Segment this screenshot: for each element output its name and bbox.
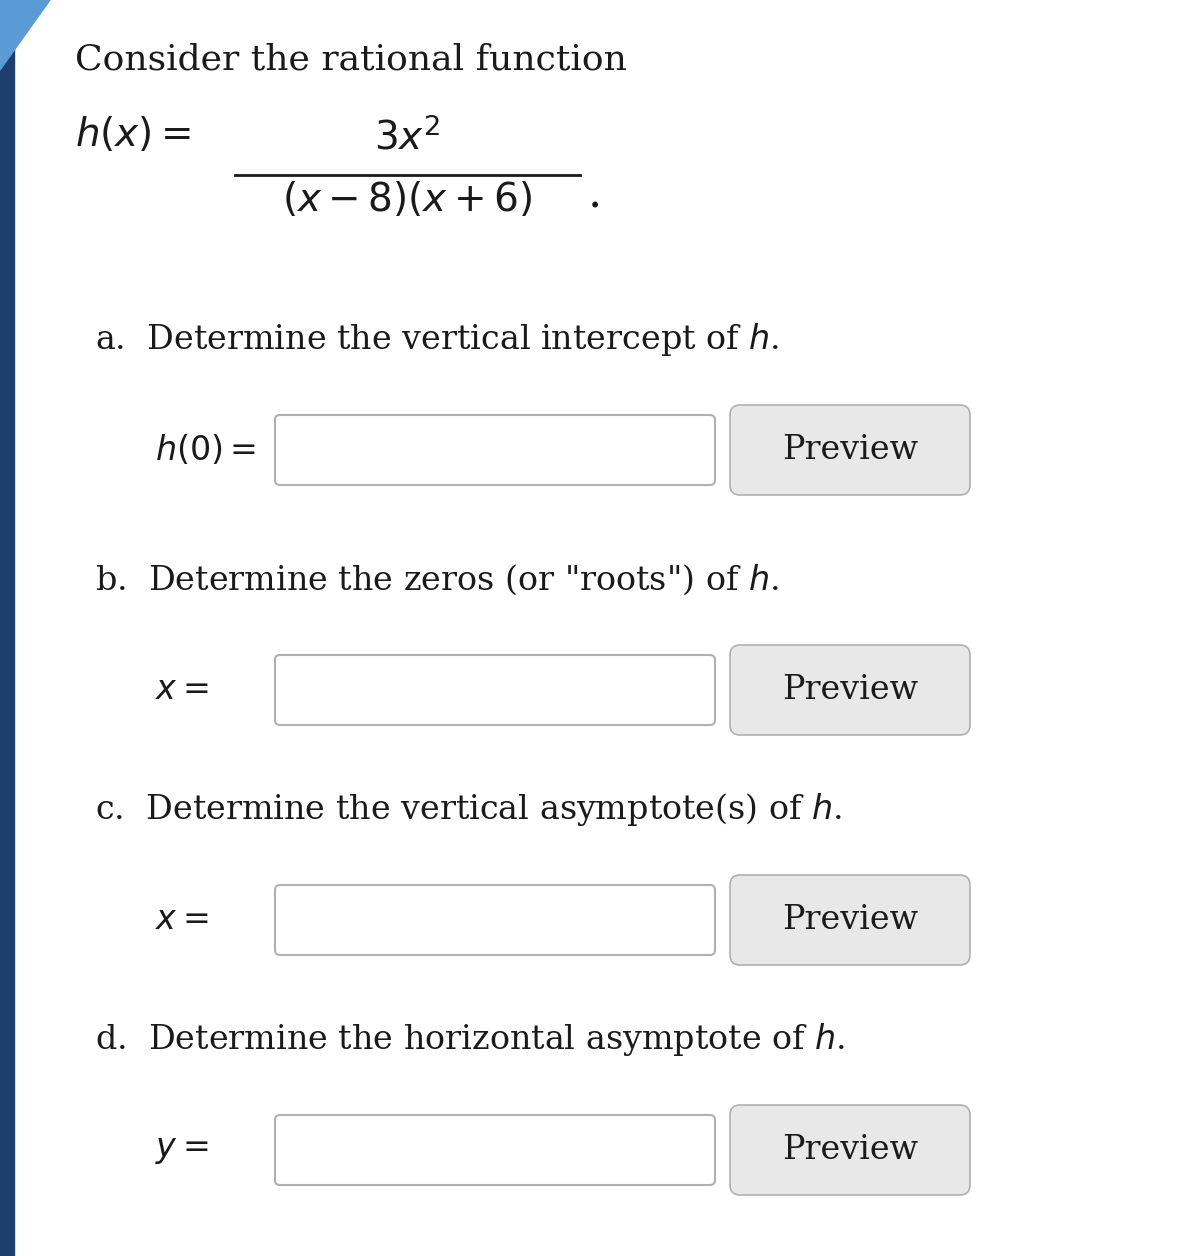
Text: .: . xyxy=(588,173,602,216)
Text: $3x^2$: $3x^2$ xyxy=(374,118,440,158)
Text: c.  Determine the vertical asymptote(s) of $h$.: c. Determine the vertical asymptote(s) o… xyxy=(95,791,842,829)
FancyBboxPatch shape xyxy=(275,654,715,725)
FancyBboxPatch shape xyxy=(730,875,970,965)
Text: Preview: Preview xyxy=(782,1134,918,1166)
Text: $(x - 8)(x + 6)$: $(x - 8)(x + 6)$ xyxy=(282,180,533,219)
Text: $x =$: $x =$ xyxy=(155,904,209,936)
Text: $x =$: $x =$ xyxy=(155,674,209,706)
Polygon shape xyxy=(0,0,50,70)
FancyBboxPatch shape xyxy=(275,885,715,955)
FancyBboxPatch shape xyxy=(275,414,715,485)
Text: Consider the rational function: Consider the rational function xyxy=(74,41,626,77)
FancyBboxPatch shape xyxy=(730,646,970,735)
FancyBboxPatch shape xyxy=(730,1105,970,1194)
Text: d.  Determine the horizontal asymptote of $h$.: d. Determine the horizontal asymptote of… xyxy=(95,1021,845,1059)
Text: $h(0) =$: $h(0) =$ xyxy=(155,433,257,467)
Text: Preview: Preview xyxy=(782,435,918,466)
FancyBboxPatch shape xyxy=(0,0,14,1256)
Text: b.  Determine the zeros (or "roots") of $h$.: b. Determine the zeros (or "roots") of $… xyxy=(95,563,779,598)
Text: $h(x) =$: $h(x) =$ xyxy=(74,116,191,154)
FancyBboxPatch shape xyxy=(730,404,970,495)
Text: Preview: Preview xyxy=(782,904,918,936)
Text: $y =$: $y =$ xyxy=(155,1134,209,1166)
Text: Preview: Preview xyxy=(782,674,918,706)
Text: a.  Determine the vertical intercept of $h$.: a. Determine the vertical intercept of $… xyxy=(95,322,779,358)
FancyBboxPatch shape xyxy=(275,1115,715,1184)
